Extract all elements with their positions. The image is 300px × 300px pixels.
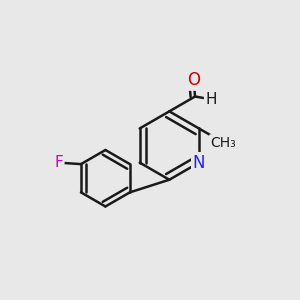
Text: O: O	[187, 71, 200, 89]
Text: CH₃: CH₃	[211, 136, 236, 150]
Text: F: F	[54, 155, 63, 170]
Text: H: H	[206, 92, 217, 107]
Text: N: N	[193, 154, 205, 172]
